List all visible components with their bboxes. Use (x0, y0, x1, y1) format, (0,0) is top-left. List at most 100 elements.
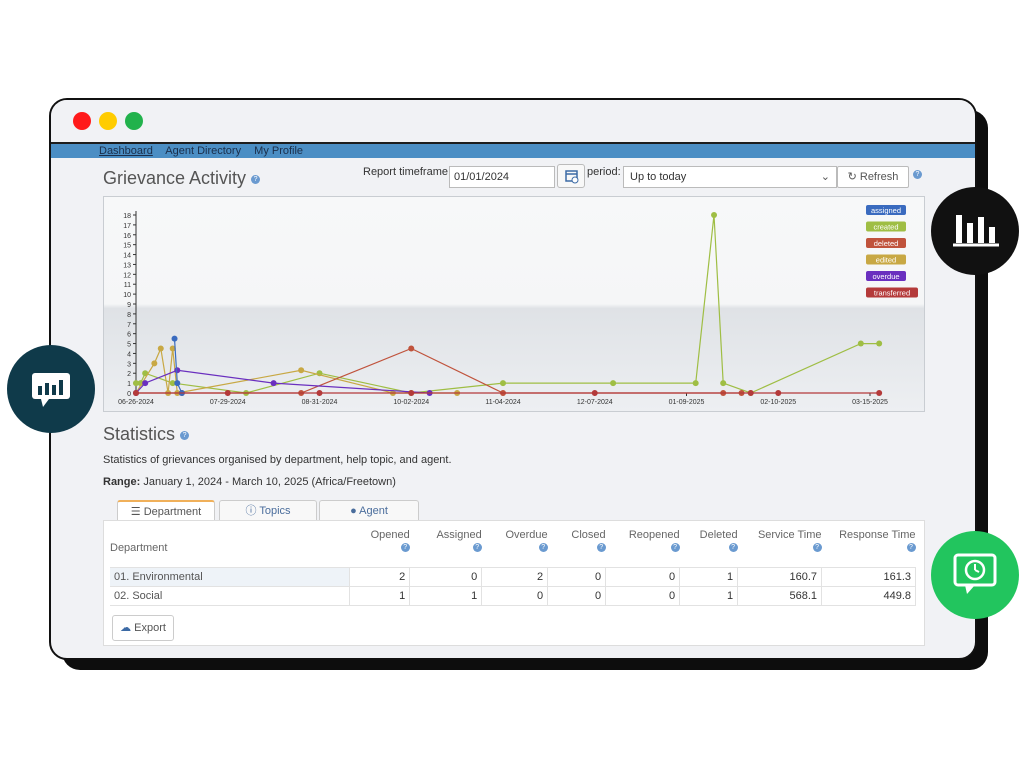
x-tick-label: 03-15-2025 (852, 399, 888, 406)
x-tick-label: 01-09-2025 (669, 399, 705, 406)
legend-label: overdue (872, 272, 899, 281)
tab-topics[interactable]: ⓘ Topics (219, 500, 317, 521)
statistics-description: Statistics of grievances organised by de… (103, 454, 452, 466)
legend-swatch (866, 221, 906, 232)
col-response-time[interactable]: Response Time? (839, 529, 916, 552)
y-tick-label: 16 (123, 233, 131, 240)
maximize-window-button[interactable] (125, 112, 143, 130)
table-cell: 0 (547, 586, 607, 606)
y-tick-label: 15 (123, 243, 131, 250)
y-tick-label: 12 (123, 272, 131, 279)
data-point (174, 367, 181, 374)
y-tick-label: 0 (127, 391, 131, 398)
y-tick-label: 7 (127, 322, 131, 329)
chevron-down-icon: ⌄ (820, 171, 830, 183)
x-tick-label: 11-04-2024 (485, 399, 520, 406)
user-icon: ● (350, 505, 357, 517)
table-cell: 160.7 (737, 567, 823, 587)
table-cell: 0 (481, 586, 549, 606)
help-icon[interactable]: ? (728, 542, 738, 552)
data-point (591, 390, 598, 396)
legend-label: created (873, 223, 898, 232)
x-tick-label: 06-26-2024 (118, 399, 154, 406)
nav-agent-directory[interactable]: Agent Directory (165, 145, 242, 157)
data-point (876, 340, 883, 347)
table-cell: 01. Environmental (110, 567, 351, 587)
help-icon[interactable]: ? (538, 542, 548, 552)
y-tick-label: 2 (127, 371, 131, 378)
x-tick-label: 08-31-2024 (302, 399, 338, 406)
top-nav: Dashboard Agent Directory My Profile (51, 144, 975, 158)
refresh-icon: ↻ (847, 171, 857, 183)
col-assigned[interactable]: Assigned? (436, 529, 482, 552)
legend-swatch (866, 205, 906, 215)
x-tick-label: 02-10-2025 (760, 399, 796, 406)
timeframe-label: Report timeframe: (363, 166, 452, 178)
x-tick-label: 12-07-2024 (577, 399, 613, 406)
statistics-table: Department Opened? Assigned? Overdue? Cl… (110, 529, 916, 606)
help-icon[interactable]: ? (400, 542, 410, 552)
help-icon[interactable]: ? (596, 542, 606, 552)
legend-label: edited (876, 256, 896, 265)
col-deleted[interactable]: Deleted? (699, 529, 738, 552)
col-department[interactable]: Department (110, 542, 168, 554)
refresh-button[interactable]: ↻ Refresh (837, 166, 909, 188)
y-tick-label: 8 (127, 312, 131, 319)
y-tick-label: 13 (123, 262, 131, 269)
table-cell: 2 (349, 567, 411, 587)
calendar-icon (565, 170, 579, 184)
y-tick-label: 14 (123, 253, 131, 260)
data-point (298, 367, 305, 374)
help-icon[interactable]: ? (472, 542, 482, 552)
close-window-button[interactable] (73, 112, 91, 130)
statistics-range: Range: January 1, 2024 - March 10, 2025 … (103, 476, 396, 488)
table-cell: 161.3 (821, 567, 916, 587)
tab-agent[interactable]: ● Agent (319, 500, 419, 521)
table-row[interactable]: 02. Social 1 1 0 0 0 1 568.1 449.8 (110, 586, 916, 606)
col-overdue[interactable]: Overdue? (505, 529, 548, 552)
help-icon[interactable]: ? (913, 170, 922, 179)
list-icon: ☰ (130, 506, 141, 518)
help-icon[interactable]: ? (180, 430, 190, 440)
timeframe-date-input[interactable]: 01/01/2024 (449, 166, 555, 188)
data-point (857, 340, 864, 347)
table-cell: 0 (547, 567, 607, 587)
legend-label: transferred (874, 289, 910, 298)
col-opened[interactable]: Opened? (370, 529, 410, 552)
help-icon[interactable]: ? (812, 542, 822, 552)
col-service-time[interactable]: Service Time? (757, 529, 822, 552)
legend-swatch (866, 287, 918, 298)
data-point (142, 380, 149, 387)
chat-chart-icon (32, 373, 70, 407)
nav-dashboard[interactable]: Dashboard (99, 145, 153, 157)
cloud-download-icon: ☁ (120, 622, 132, 634)
period-select[interactable]: Up to today ⌄ (623, 166, 837, 188)
y-tick-label: 1 (127, 381, 131, 388)
col-closed[interactable]: Closed? (571, 529, 606, 552)
help-icon[interactable]: ? (670, 542, 680, 552)
help-icon[interactable]: ? (906, 542, 916, 552)
table-cell: 1 (679, 567, 739, 587)
legend-swatch (866, 271, 906, 281)
app-window: Dashboard Agent Directory My Profile Gri… (49, 98, 977, 660)
minimize-window-button[interactable] (99, 112, 117, 130)
export-button[interactable]: ☁ Export (112, 615, 174, 641)
x-tick-label: 10-02-2024 (393, 399, 429, 406)
help-icon[interactable]: ? (251, 174, 261, 184)
data-point (408, 345, 415, 352)
tab-department[interactable]: ☰ Department (117, 500, 215, 522)
table-cell: 0 (605, 567, 681, 587)
table-row[interactable]: 01. Environmental 2 0 2 0 0 1 160.7 161.… (110, 567, 916, 587)
y-tick-label: 10 (123, 292, 131, 299)
series-line (136, 214, 880, 394)
data-point (747, 390, 754, 396)
data-point (270, 380, 277, 387)
bar-chart-icon (953, 215, 999, 247)
legend-swatch (866, 254, 906, 265)
calendar-button[interactable] (557, 164, 585, 188)
nav-my-profile[interactable]: My Profile (254, 145, 304, 157)
data-point (224, 390, 231, 396)
data-point (133, 380, 139, 387)
col-reopened[interactable]: Reopened? (628, 529, 680, 552)
